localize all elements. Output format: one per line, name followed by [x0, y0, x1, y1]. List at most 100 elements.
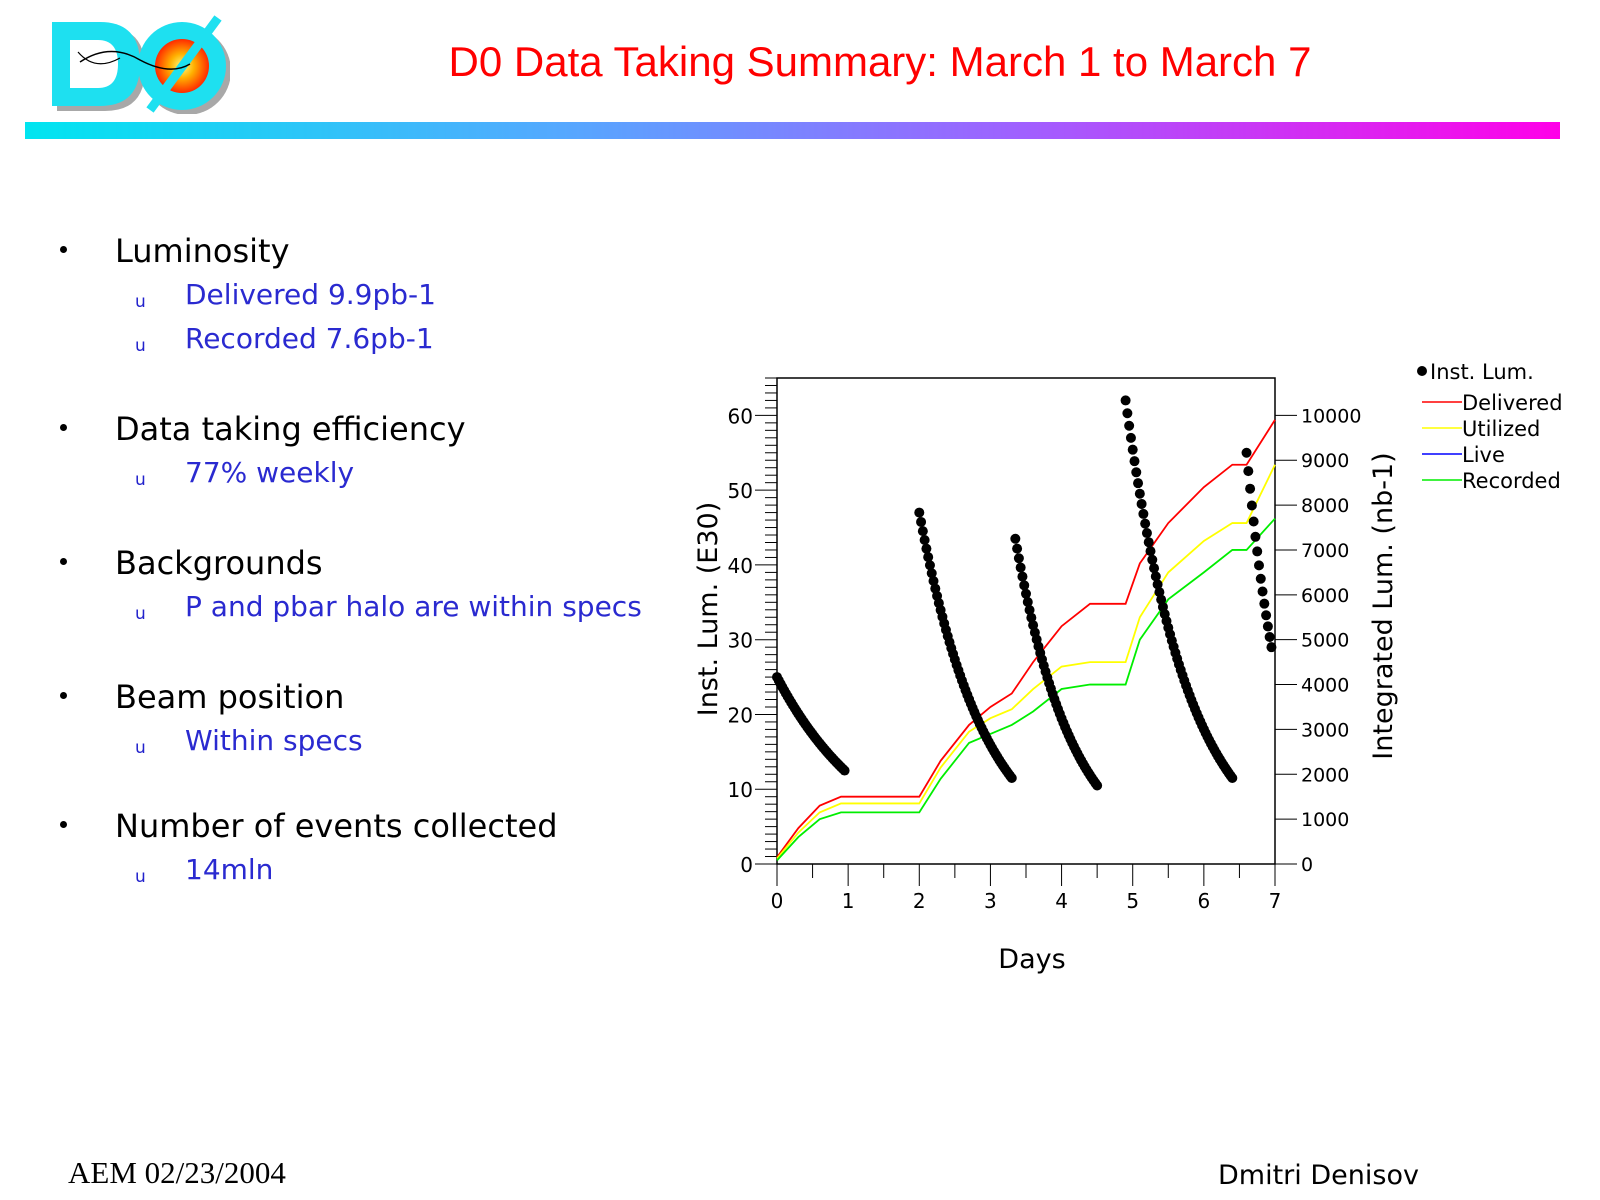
y2-tick-label: 1000 [1301, 809, 1349, 831]
inst-lum-point [839, 765, 850, 776]
y2-tick-label: 6000 [1301, 585, 1349, 607]
inst-lum-point [1133, 478, 1144, 489]
inst-lum-point [1241, 447, 1252, 458]
bullet-label: Beam position [115, 678, 345, 716]
sub-item: 77% weekly [185, 456, 355, 489]
y2-tick-label: 10000 [1301, 405, 1361, 427]
inst-lum-point [1092, 780, 1103, 791]
inst-lum-point [1131, 467, 1142, 478]
inst-lum-point [1248, 516, 1259, 527]
inst-lum-point [1013, 553, 1024, 564]
inst-lum-point [1125, 432, 1136, 443]
inst-lum-point [1149, 563, 1160, 574]
inst-lum-point [1140, 518, 1151, 529]
sub-marker: u [135, 604, 146, 624]
inst-lum-point [1147, 554, 1158, 565]
series-line-delivered [776, 419, 1276, 858]
sub-item: P and pbar halo are within specs [185, 590, 642, 623]
y2-tick-label: 2000 [1301, 764, 1349, 786]
inst-lum-point [1255, 573, 1266, 584]
bullet-label: Number of events collected [115, 807, 558, 845]
bullet-dot [60, 246, 67, 253]
bullet-dot [60, 558, 67, 565]
sub-marker: u [135, 470, 146, 490]
inst-lum-point [1150, 571, 1161, 582]
x-axis-label: Days [998, 944, 1065, 975]
legend-label-inst-lum: Inst. Lum. [1430, 360, 1534, 384]
y2-tick-label: 3000 [1301, 719, 1349, 741]
inst-lum-point [1134, 488, 1145, 499]
y-tick-label: 20 [728, 703, 753, 727]
bullet-label: Backgrounds [115, 544, 323, 582]
series-line-recorded [776, 517, 1276, 862]
inst-lum-point [1227, 773, 1238, 784]
inst-lum-point [917, 526, 928, 537]
inst-lum-point [924, 560, 935, 571]
y2-axis-label: Integrated Lum. (nb-1) [1368, 452, 1399, 759]
inst-lum-point [926, 568, 937, 579]
inst-lum-point [1264, 632, 1275, 643]
inst-lum-point [1141, 528, 1152, 539]
inst-lum-point [1026, 612, 1037, 623]
y-tick-label: 40 [728, 554, 753, 578]
page-title: D0 Data Taking Summary: March 1 to March… [448, 38, 1312, 85]
inst-lum-point [928, 576, 939, 587]
bullet-label: Data taking efficiency [115, 410, 466, 448]
x-tick-label: 4 [1055, 889, 1068, 913]
plot-frame [776, 377, 1276, 865]
inst-lum-point [1017, 571, 1028, 582]
inst-lum-point [1136, 498, 1147, 509]
inst-lum-point [1262, 621, 1273, 632]
header-gradient-rule [25, 122, 1560, 139]
inst-lum-point [1243, 466, 1254, 477]
inst-lum-point [1021, 588, 1031, 599]
inst-lum-point [1246, 500, 1257, 511]
inst-lum-point [1252, 546, 1263, 557]
inst-lum-point [1122, 408, 1133, 419]
sub-item: 14mln [185, 853, 274, 886]
inst-lum-point [1253, 560, 1264, 571]
bullet-dot [60, 424, 67, 431]
bullet-label: Luminosity [115, 232, 290, 270]
inst-lum-point [1006, 773, 1017, 784]
inst-lum-point [923, 552, 934, 563]
y-tick-label: 60 [728, 404, 753, 428]
x-tick-label: 5 [1126, 889, 1139, 913]
x-tick-label: 6 [1197, 889, 1210, 913]
footer-author: Dmitri Denisov [1218, 1160, 1419, 1191]
sub-marker: u [135, 867, 146, 887]
inst-lum-point [1154, 587, 1165, 598]
inst-lum-point [1245, 483, 1256, 494]
inst-lum-point [1019, 580, 1030, 591]
y2-tick-label: 7000 [1301, 540, 1349, 562]
x-tick-label: 3 [984, 889, 997, 913]
sub-marker: u [135, 738, 146, 758]
y-tick-label: 30 [728, 629, 753, 653]
legend-label-live: Live [1462, 443, 1505, 467]
inst-lum-point [1022, 597, 1033, 608]
inst-lum-point [1145, 546, 1156, 557]
sub-marker: u [135, 292, 146, 312]
inst-lum-point [1143, 537, 1154, 548]
y2-tick-label: 9000 [1301, 450, 1349, 472]
y2-tick-label: 4000 [1301, 675, 1349, 697]
inst-lum-point [914, 507, 925, 518]
inst-lum-point [1266, 642, 1277, 653]
series-line-utilized [776, 464, 1276, 860]
inst-lum-point [1152, 579, 1163, 590]
legend-label-utilized: Utilized [1462, 417, 1540, 441]
inst-lum-point [1129, 456, 1140, 467]
sub-marker: u [135, 336, 146, 356]
sub-item: Delivered 9.9pb-1 [185, 278, 436, 311]
y-tick-label: 50 [728, 479, 753, 503]
inst-lum-point [1124, 420, 1135, 431]
inst-lum-point [919, 534, 930, 545]
y2-tick-label: 0 [1301, 854, 1313, 876]
inst-lum-point [1015, 562, 1026, 573]
inst-lum-point [1120, 395, 1131, 406]
d0-logo [52, 15, 230, 114]
y2-tick-label: 5000 [1301, 630, 1349, 652]
footer-date: AEM 02/23/2004 [68, 1155, 286, 1190]
sub-item: Within specs [185, 724, 363, 757]
inst-lum-point [921, 543, 932, 554]
